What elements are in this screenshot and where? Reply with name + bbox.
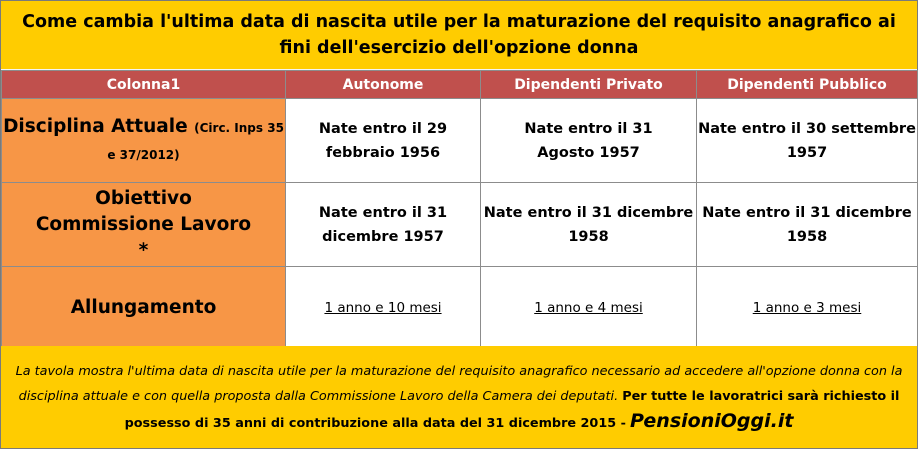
cell-text: 1 anno e 10 mesi bbox=[324, 300, 442, 316]
cell-text: 1 anno e 3 mesi bbox=[752, 300, 862, 316]
table-cell: Nate entro il 31 dicembre 1957 bbox=[285, 182, 481, 267]
cell-text: Nate entro il 31 Agosto 1957 bbox=[524, 120, 653, 161]
table-cell: 1 anno e 10 mesi bbox=[285, 266, 481, 350]
table-row: Allungamento 1 anno e 10 mesi 1 anno e 4… bbox=[1, 266, 918, 350]
row-header: Obiettivo Commissione Lavoro * bbox=[1, 182, 286, 267]
cell-text: Nate entro il 30 settembre 1957 bbox=[698, 120, 916, 161]
row-label: Allungamento bbox=[70, 297, 217, 318]
table-header-row: Colonna1 Autonome Dipendenti Privato Dip… bbox=[1, 70, 918, 99]
cell-text: 1 anno e 4 mesi bbox=[534, 300, 643, 316]
table-row: Disciplina Attuale (Circ. Inps 35 e 37/2… bbox=[1, 98, 918, 183]
page-title: Come cambia l'ultima data di nascita uti… bbox=[1, 1, 917, 69]
table-cell: Nate entro il 29 febbraio 1956 bbox=[285, 98, 481, 183]
row-header: Allungamento bbox=[1, 266, 286, 350]
cell-text: Nate entro il 29 febbraio 1956 bbox=[318, 120, 448, 161]
title-line-2: fini dell'esercizio dell'opzione donna bbox=[279, 38, 639, 58]
cell-text: Nate entro il 31 dicembre 1957 bbox=[318, 204, 448, 245]
cell-text: Nate entro il 31 dicembre 1958 bbox=[702, 204, 912, 245]
column-header: Colonna1 bbox=[1, 70, 286, 99]
table-cell: Nate entro il 31 Agosto 1957 bbox=[480, 98, 697, 183]
row-note: (Circ. Inps 35 e 37/2012) bbox=[107, 120, 284, 162]
row-label: Disciplina Attuale bbox=[3, 115, 188, 137]
table-cell: 1 anno e 3 mesi bbox=[696, 266, 918, 350]
row-header: Disciplina Attuale (Circ. Inps 35 e 37/2… bbox=[1, 98, 286, 183]
footer-note: La tavola mostra l'ultima data di nascit… bbox=[1, 346, 917, 448]
row-label: Obiettivo Commissione Lavoro * bbox=[35, 187, 252, 261]
column-header: Dipendenti Pubblico bbox=[696, 70, 918, 99]
table-cell: 1 anno e 4 mesi bbox=[480, 266, 697, 350]
comparison-table: Colonna1 Autonome Dipendenti Privato Dip… bbox=[1, 70, 918, 350]
title-line-1: Come cambia l'ultima data di nascita uti… bbox=[22, 12, 896, 32]
column-header: Dipendenti Privato bbox=[480, 70, 697, 99]
table-cell: Nate entro il 31 dicembre 1958 bbox=[696, 182, 918, 267]
table-cell: Nate entro il 30 settembre 1957 bbox=[696, 98, 918, 183]
footer-bold-text: Per tutte le lavoratrici sarà richiesto … bbox=[124, 389, 900, 431]
brand-logo-text: PensioniOggi.it bbox=[630, 410, 794, 432]
column-header: Autonome bbox=[285, 70, 481, 99]
table-cell: Nate entro il 31 dicembre 1958 bbox=[480, 182, 697, 267]
cell-text: Nate entro il 31 dicembre 1958 bbox=[483, 204, 694, 245]
table-row: Obiettivo Commissione Lavoro * Nate entr… bbox=[1, 182, 918, 267]
footer-italic-text: La tavola mostra l'ultima data di nascit… bbox=[15, 364, 903, 404]
